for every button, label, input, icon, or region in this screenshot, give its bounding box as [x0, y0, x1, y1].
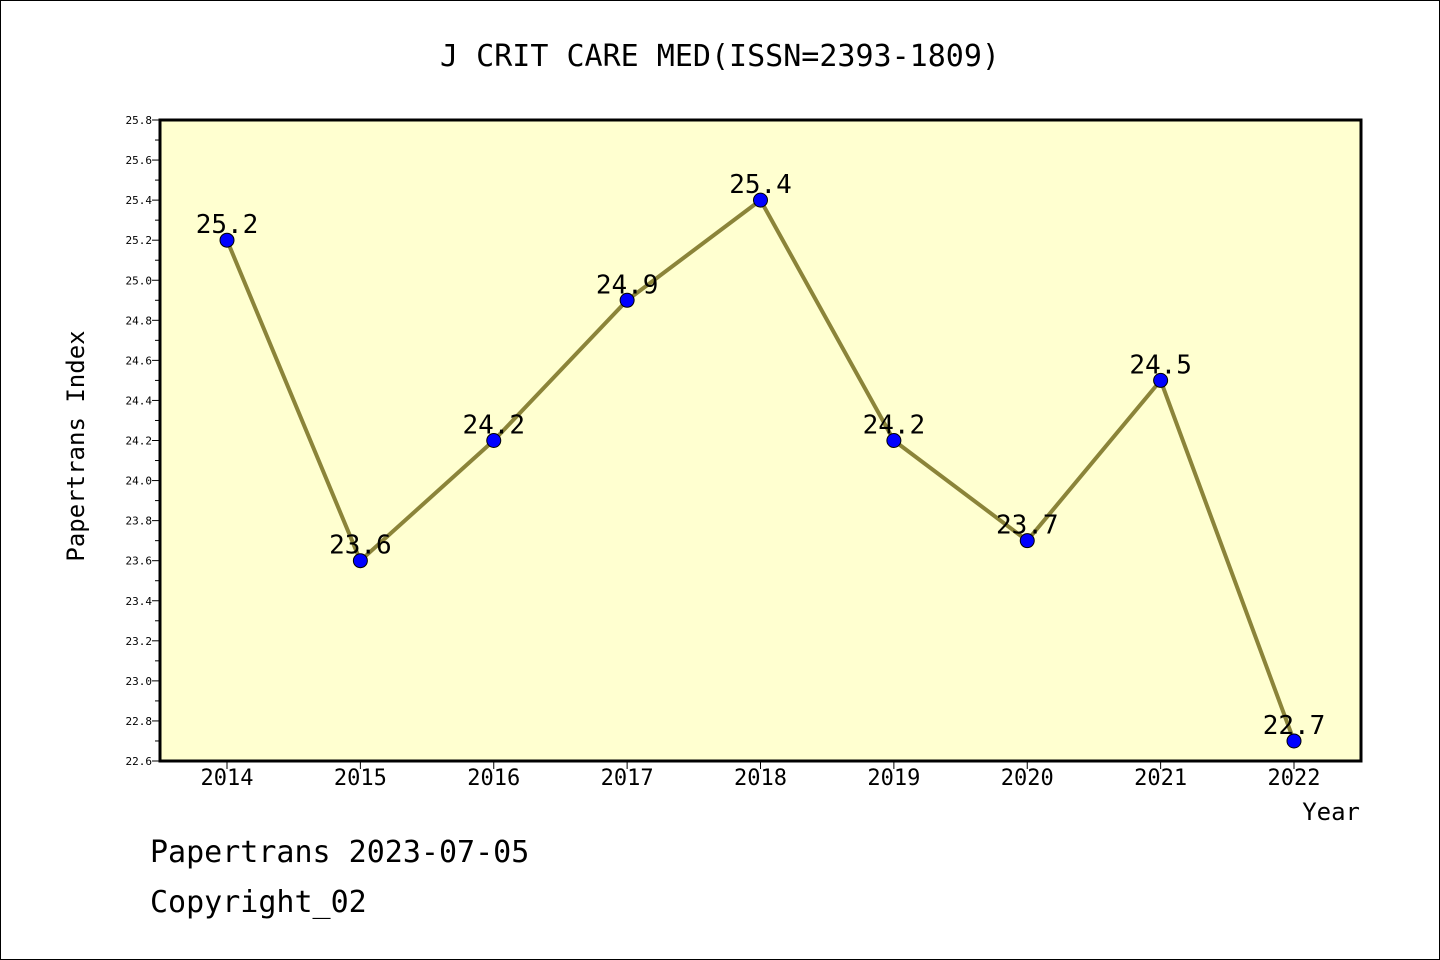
x-tick-label: 2016: [467, 766, 520, 791]
y-axis: 22.6 22.8 23.0 23.2 23.4 23.6 23.8 24.0 24.2 24.4…: [126, 114, 160, 768]
y-tick-label: 23.4: [126, 595, 153, 608]
plot-area: [158, 118, 1363, 763]
data-labels: 25.2 23.6 24.2 24.9 25.4 24.2 23.7 24.5 22.7: [196, 170, 1326, 741]
data-label: 24.9: [596, 270, 659, 300]
y-tick-label: 24.6: [126, 354, 153, 367]
y-tick-label: 25.4: [126, 194, 153, 207]
data-label: 24.2: [863, 411, 926, 441]
data-point: [1019, 533, 1035, 549]
data-label: 24.5: [1129, 350, 1192, 380]
data-label: 24.2: [462, 411, 525, 441]
x-tick-label: 2017: [601, 766, 654, 791]
x-tick-label: 2015: [334, 766, 387, 791]
x-tick-label: 2022: [1268, 766, 1321, 791]
data-label: 25.4: [729, 170, 792, 200]
y-tick-label: 24.2: [126, 435, 153, 448]
data-point: [219, 232, 235, 248]
data-point: [619, 292, 635, 308]
x-tick-label: 2018: [734, 766, 787, 791]
y-tick-label: 23.6: [126, 555, 153, 568]
x-tick-label: 2020: [1001, 766, 1054, 791]
x-tick-label: 2014: [201, 766, 254, 791]
chart-title: J CRIT CARE MED(ISSN=2393-1809): [440, 39, 1000, 74]
x-tick-label: 2021: [1134, 766, 1187, 791]
data-label: 23.6: [329, 531, 392, 561]
y-tick-label: 22.6: [126, 755, 153, 768]
x-tick-label: 2019: [867, 766, 920, 791]
footer-copyright: Copyright_02: [150, 885, 367, 920]
y-tick-label: 25.0: [126, 274, 153, 287]
data-point: [1153, 372, 1169, 388]
data-label: 23.7: [996, 511, 1059, 541]
y-tick-label: 23.8: [126, 515, 153, 528]
y-tick-label: 24.0: [126, 475, 153, 488]
data-markers: [219, 192, 1302, 749]
y-tick-label: 25.8: [126, 114, 153, 127]
y-tick-label: 24.4: [126, 394, 153, 407]
data-point: [352, 553, 368, 569]
data-point: [753, 192, 768, 208]
y-tick-label: 23.2: [126, 635, 153, 648]
y-tick-label: 23.0: [126, 675, 153, 688]
data-point: [886, 433, 902, 448]
data-point: [486, 433, 502, 448]
y-tick-label: 25.6: [126, 154, 153, 167]
data-label: 22.7: [1263, 711, 1326, 741]
footer-date: Papertrans 2023-07-05: [150, 835, 530, 870]
x-axis-label: Year: [1302, 798, 1360, 826]
y-tick-label: 22.8: [126, 715, 153, 728]
y-tick-label: 24.8: [126, 314, 153, 327]
y-tick-label: 25.2: [126, 234, 153, 247]
data-label: 25.2: [196, 210, 259, 240]
x-axis: 2014 2015 2016 2017 2018 2019 2020 2021 2022: [201, 761, 1321, 791]
y-axis-label: Papertrans Index: [62, 330, 90, 561]
data-point: [1286, 733, 1302, 749]
